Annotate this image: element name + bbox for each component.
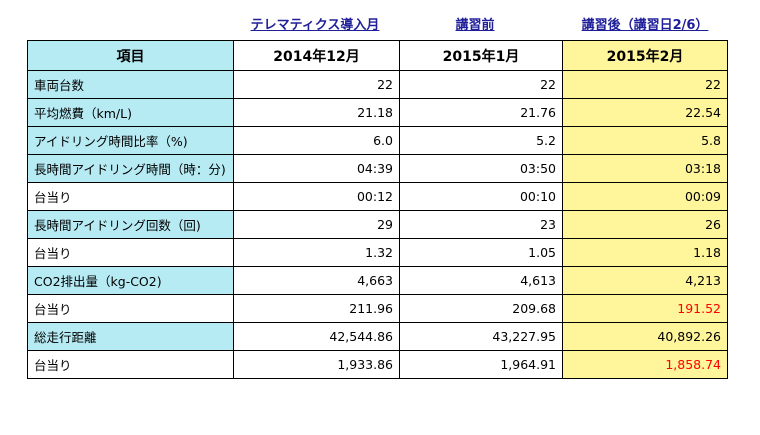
row-label-total-distance: 総走行距離 [27,322,234,351]
table-row: 台当り 00:12 00:10 00:09 [27,182,728,211]
row-label-vehicle-count: 車両台数 [27,70,234,99]
phase-label-after: 講習後（講習日2/6） [581,18,709,33]
value-cell: 1.18 [562,238,728,267]
phase-label-telematics: テレマティクス導入月 [250,18,380,33]
row-label-per-vehicle: 台当り [27,238,234,267]
phase-label-before: 講習前 [455,18,495,33]
value-cell: 03:50 [399,154,563,183]
value-cell: 21.76 [399,98,563,127]
value-cell: 209.68 [399,294,563,323]
value-cell: 22 [399,70,563,99]
value-cell: 22.54 [562,98,728,127]
value-cell: 04:39 [233,154,400,183]
value-cell: 5.8 [562,126,728,155]
row-label-per-vehicle: 台当り [27,182,234,211]
value-cell: 40,892.26 [562,322,728,351]
table-row: 車両台数 22 22 22 [27,70,728,99]
header-item: 項目 [27,40,234,71]
row-label-per-vehicle: 台当り [27,294,234,323]
value-cell: 4,613 [399,266,563,295]
value-cell: 43,227.95 [399,322,563,351]
table-row: 長時間アイドリング回数（回) 29 23 26 [27,210,728,239]
value-cell: 4,663 [233,266,400,295]
value-cell: 22 [233,70,400,99]
table-row: 台当り 1,933.86 1,964.91 1,858.74 [27,350,728,379]
value-cell: 03:18 [562,154,728,183]
header-jan-2015: 2015年1月 [399,40,563,71]
row-label-co2: CO2排出量（kg-CO2) [27,266,234,295]
row-label-per-vehicle: 台当り [27,350,234,379]
value-cell: 00:12 [233,182,400,211]
value-cell: 211.96 [233,294,400,323]
value-cell: 21.18 [233,98,400,127]
value-cell: 23 [399,210,563,239]
value-cell: 1,933.86 [233,350,400,379]
table-row: 台当り 211.96 209.68 191.52 [27,294,728,323]
table-row: アイドリング時間比率（%) 6.0 5.2 5.8 [27,126,728,155]
table-row: CO2排出量（kg-CO2) 4,663 4,613 4,213 [27,266,728,295]
phase-labels: テレマティクス導入月 講習前 講習後（講習日2/6） [0,0,760,40]
value-cell-highlight: 1,858.74 [562,350,728,379]
table-row: 台当り 1.32 1.05 1.18 [27,238,728,267]
value-cell: 22 [562,70,728,99]
value-cell: 42,544.86 [233,322,400,351]
value-cell: 00:09 [562,182,728,211]
table-row: 長時間アイドリング時間（時：分) 04:39 03:50 03:18 [27,154,728,183]
value-cell: 26 [562,210,728,239]
table-row: 総走行距離 42,544.86 43,227.95 40,892.26 [27,322,728,351]
row-label-avg-fuel: 平均燃費（km/L) [27,98,234,127]
header-feb-2015: 2015年2月 [562,40,728,71]
row-label-idling-ratio: アイドリング時間比率（%) [27,126,234,155]
value-cell: 5.2 [399,126,563,155]
value-cell-highlight: 191.52 [562,294,728,323]
value-cell: 29 [233,210,400,239]
table-row: 平均燃費（km/L) 21.18 21.76 22.54 [27,98,728,127]
value-cell: 1.05 [399,238,563,267]
row-label-long-idling-count: 長時間アイドリング回数（回) [27,210,234,239]
row-label-long-idling-time: 長時間アイドリング時間（時：分) [27,154,234,183]
value-cell: 1.32 [233,238,400,267]
value-cell: 4,213 [562,266,728,295]
value-cell: 6.0 [233,126,400,155]
value-cell: 1,964.91 [399,350,563,379]
header-dec-2014: 2014年12月 [233,40,400,71]
header-row: 項目 2014年12月 2015年1月 2015年2月 [27,40,728,71]
comparison-table: 項目 2014年12月 2015年1月 2015年2月 車両台数 22 22 2… [27,40,728,379]
value-cell: 00:10 [399,182,563,211]
